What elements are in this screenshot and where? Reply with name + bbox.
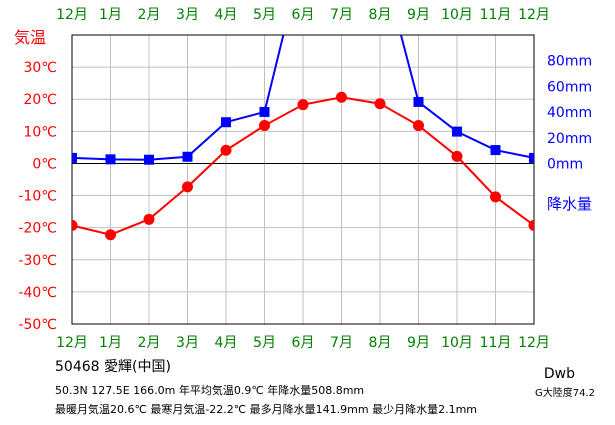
precipitation-point	[413, 96, 424, 107]
month-label-bottom: 12月	[518, 335, 550, 351]
precipitation-point	[259, 106, 270, 117]
station-title: 50468 愛輝(中国)	[55, 359, 171, 375]
temperature-point	[259, 120, 270, 132]
month-label-bottom: 2月	[138, 335, 161, 351]
station-info-line2: 最暖月気温20.6℃ 最寒月気温-22.2℃ 最多月降水量141.9mm 最少月…	[55, 403, 477, 416]
temperature-point	[220, 144, 232, 156]
temperature-series	[72, 91, 534, 241]
temperature-tick-label: 20℃	[23, 92, 57, 108]
temperature-tick-label: -20℃	[18, 221, 57, 237]
precipitation-point	[452, 126, 462, 137]
precipitation-point	[105, 154, 116, 165]
temperature-point	[528, 219, 534, 231]
precipitation-tick-label: 0mm	[547, 156, 583, 172]
precipitation-point	[529, 152, 534, 163]
temperature-point	[182, 181, 193, 193]
temperature-point	[413, 120, 424, 132]
month-label-bottom: 11月	[480, 335, 512, 351]
temperature-point	[143, 213, 155, 225]
grid-lines	[71, 34, 535, 325]
month-label-top: 12月	[518, 7, 550, 23]
month-label-top: 8月	[369, 7, 392, 23]
month-label-top: 11月	[480, 7, 512, 23]
month-label-bottom: 4月	[215, 335, 238, 351]
temperature-tick-label: 10℃	[23, 124, 57, 140]
temperature-point	[72, 219, 78, 231]
month-label-bottom: 6月	[292, 335, 315, 351]
temperature-tick-label: 30℃	[23, 60, 57, 76]
continentality-index: G大陸度74.2	[534, 388, 595, 399]
temperature-point	[374, 98, 386, 110]
precipitation-point	[182, 151, 193, 162]
month-label-top: 10月	[441, 7, 473, 23]
precipitation-point	[144, 154, 154, 165]
precipitation-tick-label: 40mm	[547, 105, 592, 121]
month-label-top: 2月	[138, 7, 161, 23]
month-label-bottom: 12月	[56, 335, 88, 351]
station-info-line1: 50.3N 127.5E 166.0m 年平均気温0.9℃ 年降水量508.8m…	[55, 384, 365, 397]
month-label-bottom: 3月	[176, 335, 199, 351]
precipitation-point	[72, 152, 77, 163]
precipitation-point	[490, 145, 501, 156]
axis-labels: 12月 12月 1月 1月 2月 2月 3月 3月 4月 4月 5月 5月 6月 6月 7月 7月 8月 8月 9月…	[14, 7, 592, 351]
temperature-tick-label: -40℃	[18, 285, 57, 301]
temperature-axis-title: 気温	[14, 28, 46, 47]
month-label-bottom: 10月	[441, 335, 473, 351]
precipitation-tick-label: 80mm	[547, 54, 592, 70]
temperature-point	[336, 91, 347, 103]
month-label-top: 9月	[407, 7, 430, 23]
precipitation-tick-label: 20mm	[547, 131, 592, 147]
month-label-top: 7月	[330, 7, 353, 23]
month-label-bottom: 5月	[253, 335, 276, 351]
month-label-bottom: 8月	[369, 335, 392, 351]
month-label-top: 6月	[292, 7, 315, 23]
plot-frame	[71, 34, 535, 325]
temperature-tick-label: -10℃	[18, 189, 57, 205]
data-series	[72, 35, 534, 241]
temperature-point	[297, 99, 309, 111]
month-label-bottom: 9月	[407, 335, 430, 351]
temperature-point	[490, 191, 501, 203]
precipitation-series	[72, 35, 534, 165]
temperature-tick-label: -50℃	[18, 317, 57, 333]
month-label-top: 5月	[253, 7, 276, 23]
month-label-top: 12月	[56, 7, 88, 23]
temperature-tick-label: -30℃	[18, 253, 57, 269]
temperature-point	[451, 150, 463, 162]
precipitation-axis-title: 降水量	[547, 195, 592, 213]
month-label-top: 3月	[176, 7, 199, 23]
month-label-bottom: 7月	[330, 335, 353, 351]
month-label-bottom: 1月	[99, 335, 122, 351]
month-label-top: 1月	[99, 7, 122, 23]
precipitation-point	[221, 117, 231, 128]
temperature-point	[105, 229, 116, 241]
temperature-tick-label: 0℃	[32, 156, 57, 172]
month-label-top: 4月	[215, 7, 238, 23]
koppen-class: Dwb	[543, 366, 575, 382]
precipitation-tick-label: 60mm	[547, 79, 592, 95]
